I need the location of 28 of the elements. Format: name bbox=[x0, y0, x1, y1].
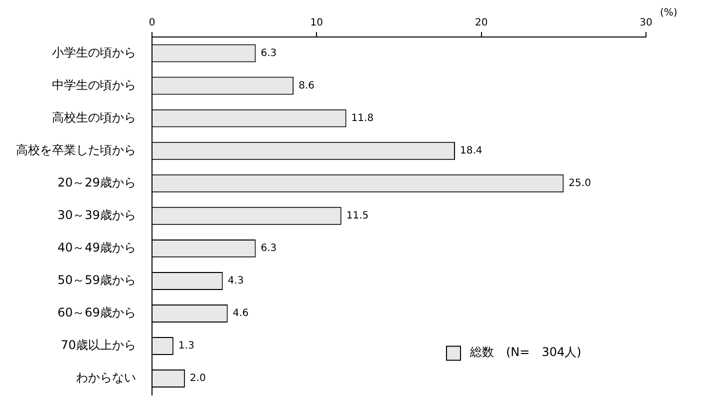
y-tick-label: 中学生の頃から bbox=[52, 78, 136, 92]
y-tick-label: 高校生の頃から bbox=[52, 110, 136, 124]
y-tick-label: 高校を卒業した頃から bbox=[16, 142, 136, 157]
data-label: 6.3 bbox=[260, 48, 277, 59]
x-tick-label: 30 bbox=[640, 18, 652, 29]
x-tick-label: 0 bbox=[148, 18, 156, 29]
data-label: 4.3 bbox=[228, 276, 244, 287]
data-label: 2.0 bbox=[190, 373, 206, 384]
y-tick-label: 30～39歳から bbox=[57, 208, 136, 222]
y-tick-label: わからない bbox=[76, 370, 136, 385]
y-tick-label: 20～29歳から bbox=[57, 176, 136, 190]
y-tick-label: 70歳以上から bbox=[60, 338, 136, 352]
data-label: 25.0 bbox=[568, 178, 591, 189]
data-label: 11.8 bbox=[351, 112, 374, 124]
data-label: 8.6 bbox=[298, 80, 315, 92]
data-label: 6.3 bbox=[260, 243, 277, 254]
y-tick-label: 小学生の頃から bbox=[52, 45, 136, 60]
y-tick-label: 50～59歳から bbox=[57, 273, 136, 288]
y-tick-label: 60～69歳から bbox=[57, 306, 136, 320]
legend-label: 総数 (N= 304人) bbox=[469, 344, 582, 359]
x-axis-title: (%) bbox=[660, 8, 678, 19]
x-tick-label: 10 bbox=[310, 18, 324, 29]
data-label: 4.6 bbox=[232, 308, 249, 320]
data-label: 11.5 bbox=[346, 210, 369, 222]
data-label: 18.4 bbox=[460, 145, 482, 156]
data-label: 1.3 bbox=[178, 340, 194, 352]
y-tick-label: 40～49歳から bbox=[57, 240, 136, 255]
x-tick-label: 20 bbox=[474, 18, 488, 29]
